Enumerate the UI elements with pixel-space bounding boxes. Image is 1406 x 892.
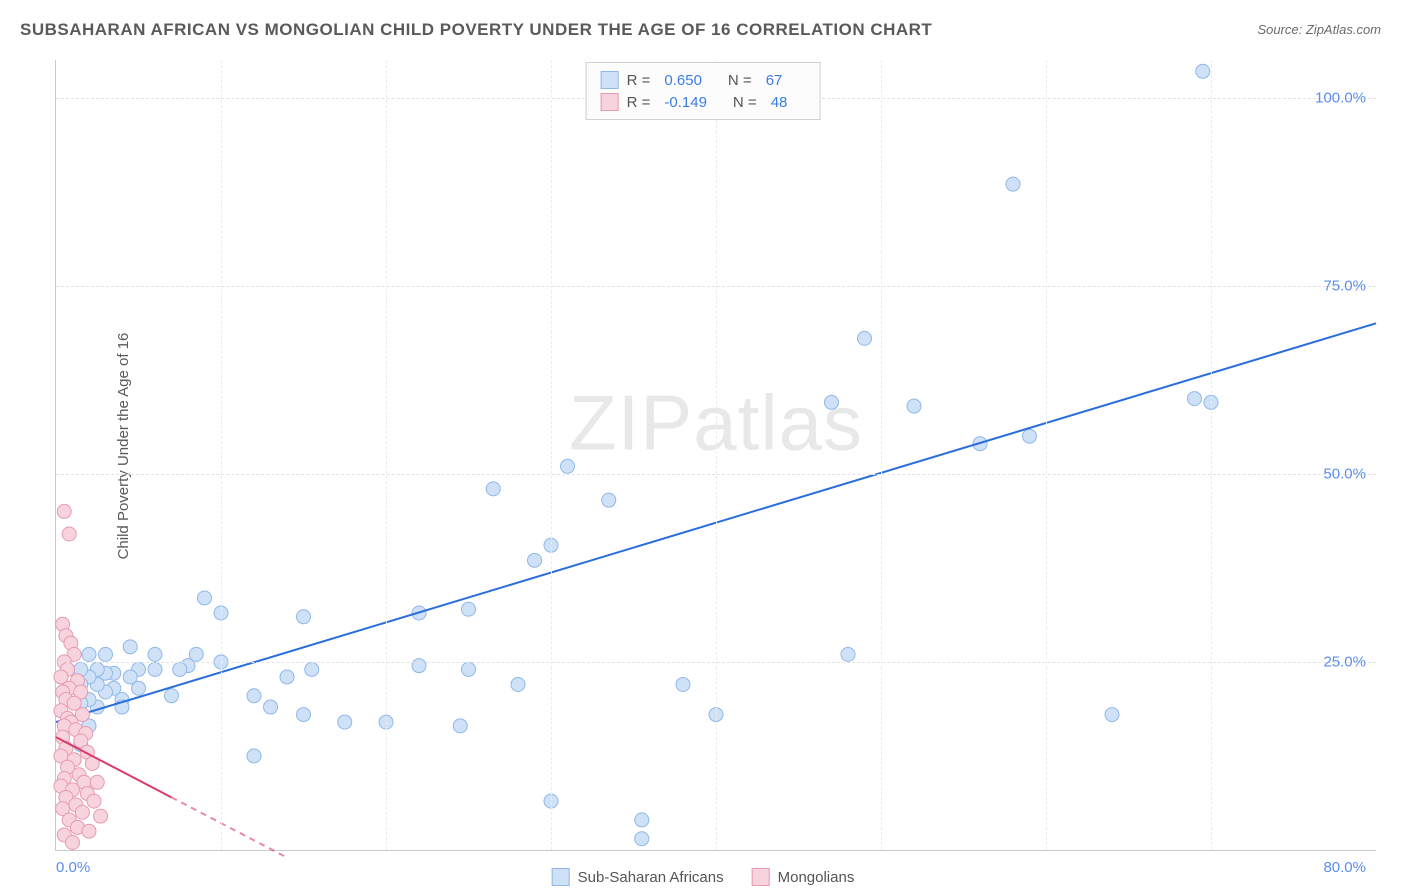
- plot-area: ZIPatlas 0.0% 80.0% 25.0%50.0%75.0%100.0…: [55, 60, 1376, 851]
- data-point: [858, 331, 872, 345]
- gridline-v: [881, 60, 882, 850]
- data-point: [453, 719, 467, 733]
- data-point: [82, 824, 96, 838]
- y-tick-label: 50.0%: [1323, 465, 1366, 482]
- data-point: [62, 527, 76, 541]
- data-point: [635, 813, 649, 827]
- legend-stat-row: R = -0.149 N = 48: [601, 91, 806, 113]
- data-point: [82, 647, 96, 661]
- legend-item: Sub-Saharan Africans: [552, 868, 724, 886]
- trend-line-dashed: [172, 797, 288, 857]
- data-point: [66, 835, 80, 849]
- gridline-v: [1046, 60, 1047, 850]
- data-point: [94, 809, 108, 823]
- n-label: N =: [728, 72, 752, 89]
- data-point: [123, 670, 137, 684]
- data-point: [1006, 177, 1020, 191]
- data-point: [247, 749, 261, 763]
- correlation-legend: R = 0.650 N = 67 R = -0.149 N = 48: [586, 62, 821, 120]
- legend-swatch: [752, 868, 770, 886]
- data-point: [462, 602, 476, 616]
- data-point: [676, 677, 690, 691]
- x-tick-right: 80.0%: [1323, 859, 1366, 876]
- data-point: [1196, 64, 1210, 78]
- data-point: [511, 677, 525, 691]
- legend-swatch: [601, 93, 619, 111]
- data-point: [841, 647, 855, 661]
- legend-stat-row: R = 0.650 N = 67: [601, 69, 806, 91]
- data-point: [75, 805, 89, 819]
- r-label: R =: [627, 94, 651, 111]
- data-point: [528, 553, 542, 567]
- data-point: [1188, 392, 1202, 406]
- data-point: [462, 662, 476, 676]
- data-point: [165, 689, 179, 703]
- data-point: [907, 399, 921, 413]
- data-point: [123, 640, 137, 654]
- n-label: N =: [733, 94, 757, 111]
- y-tick-label: 25.0%: [1323, 653, 1366, 670]
- legend-label: Sub-Saharan Africans: [578, 869, 724, 886]
- data-point: [264, 700, 278, 714]
- data-point: [412, 659, 426, 673]
- data-point: [297, 610, 311, 624]
- data-point: [280, 670, 294, 684]
- data-point: [148, 647, 162, 661]
- data-point: [338, 715, 352, 729]
- legend-item: Mongolians: [752, 868, 855, 886]
- gridline-v: [551, 60, 552, 850]
- data-point: [148, 662, 162, 676]
- data-point: [297, 708, 311, 722]
- data-point: [57, 504, 71, 518]
- legend-swatch: [601, 71, 619, 89]
- r-value: -0.149: [664, 94, 707, 111]
- r-value: 0.650: [664, 72, 702, 89]
- data-point: [602, 493, 616, 507]
- r-label: R =: [627, 72, 651, 89]
- data-point: [825, 395, 839, 409]
- gridline-v: [386, 60, 387, 850]
- chart-title: SUBSAHARAN AFRICAN VS MONGOLIAN CHILD PO…: [20, 20, 932, 40]
- data-point: [87, 794, 101, 808]
- series-legend: Sub-Saharan Africans Mongolians: [552, 868, 855, 886]
- data-point: [1023, 429, 1037, 443]
- data-point: [198, 591, 212, 605]
- y-tick-label: 100.0%: [1315, 89, 1366, 106]
- legend-swatch: [552, 868, 570, 886]
- x-tick-left: 0.0%: [56, 859, 90, 876]
- n-value: 67: [766, 72, 783, 89]
- data-point: [99, 647, 113, 661]
- data-point: [635, 832, 649, 846]
- data-point: [1105, 708, 1119, 722]
- data-point: [305, 662, 319, 676]
- n-value: 48: [771, 94, 788, 111]
- data-point: [561, 459, 575, 473]
- data-point: [486, 482, 500, 496]
- data-point: [247, 689, 261, 703]
- gridline-v: [716, 60, 717, 850]
- data-point: [173, 662, 187, 676]
- gridline-v: [1211, 60, 1212, 850]
- gridline-v: [221, 60, 222, 850]
- source-attribution: Source: ZipAtlas.com: [1257, 22, 1381, 37]
- legend-label: Mongolians: [778, 869, 855, 886]
- y-tick-label: 75.0%: [1323, 277, 1366, 294]
- data-point: [90, 775, 104, 789]
- chart-container: SUBSAHARAN AFRICAN VS MONGOLIAN CHILD PO…: [0, 0, 1406, 892]
